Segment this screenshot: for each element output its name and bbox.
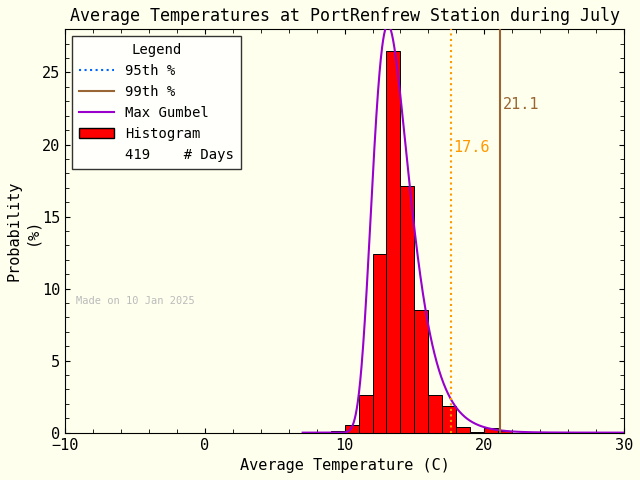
Bar (484, 428, 498, 432)
Bar (456, 427, 470, 432)
Bar (372, 254, 387, 432)
Bar (331, 431, 344, 432)
Legend: 95th %, 99th %, Max Gumbel, Histogram, 419    # Days: 95th %, 99th %, Max Gumbel, Histogram, 4… (72, 36, 241, 169)
Bar (415, 310, 428, 432)
Text: 21.1: 21.1 (502, 96, 539, 111)
X-axis label: Average Temperature (C): Average Temperature (C) (239, 458, 449, 473)
Bar (498, 431, 512, 432)
Text: Made on 10 Jan 2025: Made on 10 Jan 2025 (76, 296, 195, 306)
Text: 17.6: 17.6 (454, 140, 490, 155)
Bar (358, 395, 372, 432)
Y-axis label: Probability
(%): Probability (%) (7, 181, 39, 281)
Bar (387, 51, 401, 432)
Bar (428, 395, 442, 432)
Title: Average Temperatures at PortRenfrew Station during July: Average Temperatures at PortRenfrew Stat… (70, 7, 620, 25)
Bar (442, 406, 456, 432)
Bar (401, 186, 415, 432)
Bar (344, 425, 358, 432)
